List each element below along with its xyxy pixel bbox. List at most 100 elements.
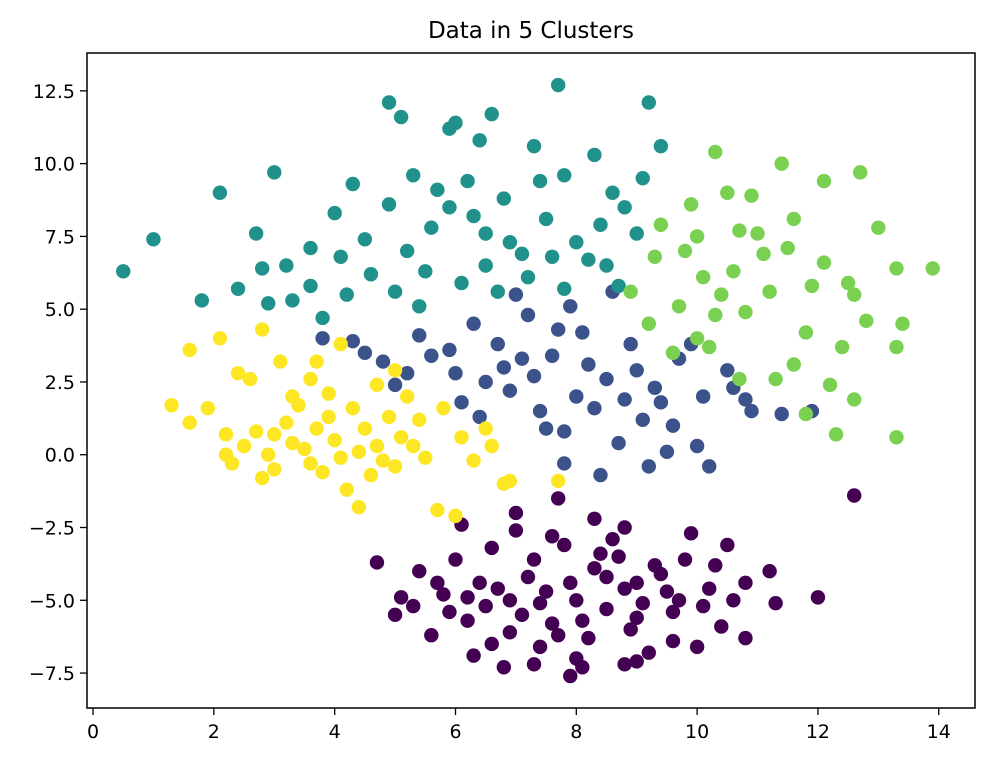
- cluster-5-point: [212, 331, 228, 346]
- cluster-2-point: [569, 389, 584, 404]
- cluster-4-point: [762, 284, 777, 299]
- cluster-5-point: [351, 444, 367, 460]
- cluster-4-point: [840, 275, 856, 291]
- cluster-5-point: [327, 432, 342, 448]
- cluster-1-point: [726, 593, 741, 608]
- cluster-5-point: [496, 476, 512, 492]
- cluster-1-point: [629, 654, 644, 669]
- cluster-2-point: [544, 348, 560, 363]
- cluster-3-point: [285, 293, 300, 308]
- cluster-1-point: [406, 598, 421, 614]
- cluster-1-point: [605, 531, 620, 547]
- x-tick-label: 2: [208, 721, 220, 743]
- x-tick-label: 10: [685, 721, 709, 743]
- cluster-1-point: [502, 625, 518, 640]
- cluster-4-point: [623, 284, 638, 299]
- cluster-5-point: [369, 377, 385, 393]
- cluster-2-point: [424, 348, 439, 363]
- cluster-5-point: [297, 441, 312, 457]
- cluster-2-point: [472, 409, 487, 425]
- y-tick-label: −2.5: [29, 518, 75, 540]
- cluster-2-point: [478, 374, 493, 390]
- cluster-1-point: [617, 657, 632, 672]
- cluster-2-point: [532, 403, 548, 419]
- cluster-1-point: [575, 660, 590, 675]
- cluster-4-point: [665, 345, 681, 361]
- cluster-5-point: [369, 438, 385, 454]
- cluster-2-point: [502, 383, 518, 398]
- cluster-3-point: [442, 200, 457, 215]
- cluster-3-point: [466, 208, 481, 224]
- cluster-2-point: [744, 403, 759, 419]
- cluster-3-point: [393, 109, 409, 125]
- cluster-3-point: [406, 168, 421, 183]
- cluster-3-point: [381, 95, 397, 110]
- cluster-1-point: [436, 587, 451, 602]
- cluster-3-point: [345, 176, 360, 192]
- cluster-1-point: [708, 558, 723, 573]
- cluster-1-point: [762, 563, 777, 579]
- cluster-5-point: [454, 430, 469, 445]
- cluster-1-point: [393, 590, 409, 605]
- plot-area-frame: [86, 52, 976, 709]
- cluster-4-point: [780, 240, 795, 256]
- cluster-1-point: [569, 593, 584, 608]
- cluster-2-point: [514, 351, 530, 366]
- cluster-1-point: [544, 529, 560, 544]
- cluster-1-point: [647, 558, 663, 573]
- cluster-4-point: [853, 165, 868, 180]
- cluster-3-point: [520, 269, 536, 285]
- cluster-1-point: [671, 593, 687, 608]
- cluster-2-point: [496, 360, 512, 375]
- cluster-2-point: [557, 424, 572, 439]
- cluster-5-point: [254, 470, 270, 486]
- cluster-3-point: [146, 232, 161, 247]
- cluster-5-point: [387, 459, 403, 474]
- cluster-5-point: [242, 371, 258, 387]
- cluster-4-point: [871, 220, 886, 235]
- cluster-2-point: [345, 334, 360, 349]
- cluster-4-point: [653, 217, 669, 232]
- cluster-3-point: [254, 261, 270, 276]
- cluster-2-point: [774, 406, 789, 422]
- x-tick-label: 0: [87, 721, 99, 743]
- cluster-5-point: [321, 386, 336, 401]
- cluster-4-point: [708, 144, 723, 160]
- cluster-3-point: [502, 235, 518, 250]
- y-tick-label: 2.5: [45, 372, 75, 394]
- cluster-1-point: [623, 622, 638, 637]
- cluster-5-point: [182, 415, 197, 430]
- cluster-4-series: [623, 144, 940, 445]
- y-tick-label: −7.5: [29, 663, 75, 685]
- x-tick-label: 4: [329, 721, 341, 743]
- y-tick-label: 0.0: [45, 445, 75, 467]
- cluster-1-point: [532, 639, 548, 655]
- cluster-1-point: [575, 613, 590, 628]
- cluster-2-point: [641, 459, 656, 474]
- cluster-1-point: [587, 561, 602, 576]
- cluster-1-point: [714, 619, 729, 634]
- y-tick-label: 10.0: [33, 154, 75, 176]
- cluster-3-point: [605, 185, 620, 200]
- cluster-5-point: [248, 424, 264, 439]
- cluster-3-point: [387, 284, 403, 299]
- cluster-1-point: [563, 668, 578, 684]
- cluster-3-point: [248, 226, 264, 241]
- cluster-3-point: [418, 264, 433, 279]
- y-tick-label: −5.0: [29, 590, 75, 612]
- cluster-2-point: [695, 389, 711, 404]
- cluster-5-series: [164, 322, 566, 524]
- cluster-3-point: [629, 226, 644, 241]
- cluster-2-point: [490, 336, 505, 352]
- cluster-2-point: [629, 363, 644, 378]
- cluster-5-point: [218, 427, 234, 442]
- cluster-1-point: [581, 630, 596, 646]
- cluster-1-point: [532, 596, 548, 611]
- cluster-2-point: [599, 371, 614, 387]
- cluster-5-point: [436, 400, 451, 416]
- cluster-1-point: [629, 575, 644, 591]
- cluster-4-point: [925, 261, 940, 276]
- cluster-3-point: [526, 138, 542, 154]
- cluster-2-point: [617, 392, 632, 407]
